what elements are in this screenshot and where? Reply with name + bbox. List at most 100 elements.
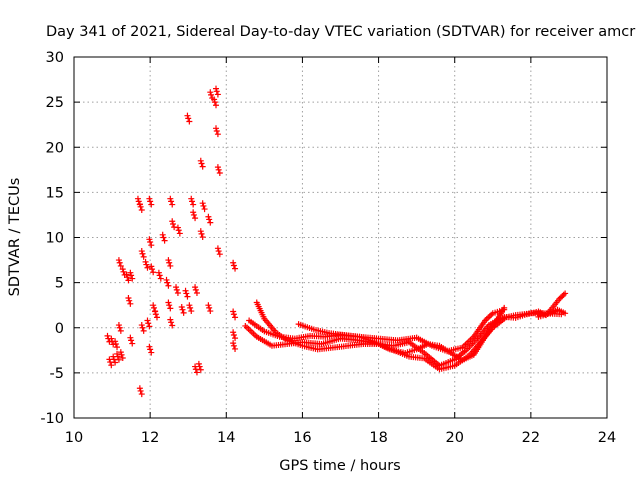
grid-lines <box>74 57 607 418</box>
data-point <box>108 362 115 369</box>
data-point <box>145 320 152 327</box>
data-point <box>112 340 119 347</box>
data-point <box>232 314 239 321</box>
data-points <box>104 85 569 398</box>
y-tick-label: 0 <box>55 321 64 337</box>
data-point <box>127 300 134 307</box>
x-tick-label: 18 <box>369 430 387 446</box>
y-tick-label: -10 <box>40 411 64 427</box>
data-point <box>230 340 237 347</box>
data-point <box>167 305 174 312</box>
chart-title: Day 341 of 2021, Sidereal Day-to-day VTE… <box>46 24 635 40</box>
data-point <box>208 91 215 98</box>
data-point <box>193 369 200 376</box>
data-point <box>165 299 172 306</box>
data-point <box>166 302 173 309</box>
data-point <box>213 85 220 92</box>
data-point <box>501 304 508 311</box>
data-point <box>207 219 214 226</box>
data-point <box>214 164 221 171</box>
data-point <box>232 335 239 342</box>
data-point <box>559 293 566 300</box>
data-point <box>214 91 221 98</box>
data-point <box>140 327 147 334</box>
data-point <box>167 195 174 202</box>
data-point <box>135 198 142 205</box>
data-point <box>213 128 220 135</box>
data-point <box>180 309 187 316</box>
data-point <box>186 302 193 309</box>
data-point <box>120 268 127 275</box>
data-point <box>216 169 223 176</box>
data-point <box>230 259 237 266</box>
data-point <box>164 279 171 286</box>
data-point <box>156 272 163 279</box>
data-point <box>146 323 153 330</box>
data-point <box>146 195 153 202</box>
data-point <box>128 272 135 279</box>
data-point <box>104 332 111 339</box>
data-point <box>199 163 206 170</box>
data-point <box>108 335 115 342</box>
data-point <box>119 354 126 361</box>
data-point <box>190 211 197 218</box>
data-point <box>198 230 205 237</box>
data-point <box>173 286 180 293</box>
data-point <box>230 331 237 338</box>
data-point <box>138 206 145 213</box>
data-point <box>137 203 144 210</box>
data-point <box>560 291 567 298</box>
data-point <box>146 236 153 243</box>
data-point <box>230 262 237 269</box>
data-point <box>152 308 159 315</box>
data-point <box>138 322 145 329</box>
data-point <box>213 102 220 109</box>
data-point <box>232 265 239 272</box>
data-point <box>169 218 176 225</box>
data-point <box>125 294 132 301</box>
data-point <box>192 284 199 291</box>
data-point <box>213 88 220 95</box>
data-point <box>189 198 196 205</box>
data-point <box>147 198 154 205</box>
data-point <box>115 356 122 363</box>
data-point <box>119 266 126 273</box>
y-tick-label: -5 <box>50 366 64 382</box>
data-point <box>150 302 157 309</box>
data-point <box>165 282 172 289</box>
data-point <box>198 160 205 167</box>
data-point <box>213 125 220 132</box>
data-point <box>160 234 167 241</box>
x-tick-label: 22 <box>522 430 540 446</box>
data-point <box>205 302 212 309</box>
data-point <box>199 234 206 241</box>
data-point <box>230 329 237 336</box>
data-point <box>192 286 199 293</box>
data-point <box>159 231 166 238</box>
x-tick-label: 14 <box>217 430 235 446</box>
data-point <box>206 216 213 223</box>
y-tick-label: 10 <box>46 231 64 247</box>
data-point <box>116 324 123 331</box>
data-point <box>562 310 569 317</box>
data-point <box>146 343 153 350</box>
data-point <box>557 294 564 301</box>
data-point <box>125 277 132 284</box>
x-tick-label: 16 <box>293 430 311 446</box>
data-point <box>165 257 172 264</box>
data-point <box>188 195 195 202</box>
data-point <box>128 337 135 344</box>
data-point <box>230 311 237 318</box>
data-point <box>112 359 119 366</box>
data-point <box>136 385 143 392</box>
data-point <box>195 360 202 367</box>
data-point <box>139 250 146 257</box>
data-point <box>197 157 204 164</box>
y-tick-label: 5 <box>55 276 64 292</box>
data-point <box>176 230 183 237</box>
data-point <box>562 290 569 297</box>
data-point <box>174 224 181 231</box>
data-point <box>169 220 176 227</box>
data-point <box>117 262 124 269</box>
data-point <box>185 115 192 122</box>
